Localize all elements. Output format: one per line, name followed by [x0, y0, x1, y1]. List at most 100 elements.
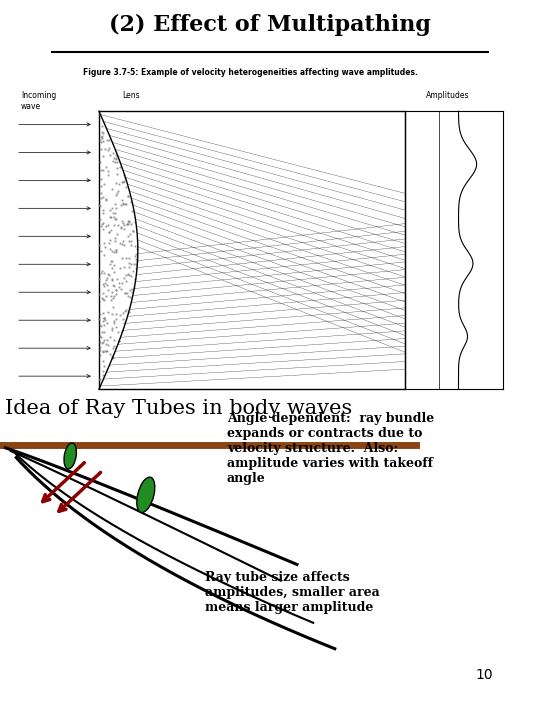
Point	[100, 249, 109, 261]
Point	[110, 211, 118, 222]
Point	[96, 213, 104, 225]
Point	[100, 320, 109, 331]
Point	[99, 294, 107, 305]
Point	[106, 290, 115, 302]
Point	[132, 258, 140, 270]
Point	[125, 216, 133, 228]
Point	[110, 340, 118, 351]
Point	[101, 274, 110, 286]
Point	[124, 215, 133, 226]
Point	[95, 289, 104, 300]
Point	[96, 200, 104, 212]
Point	[102, 161, 111, 173]
Point	[119, 169, 128, 181]
Point	[96, 319, 104, 330]
Point	[99, 294, 108, 305]
Point	[98, 120, 106, 132]
Point	[101, 143, 110, 154]
Point	[100, 335, 109, 346]
Point	[111, 214, 119, 225]
Point	[124, 215, 133, 227]
Point	[120, 306, 129, 318]
Text: Incoming
wave: Incoming wave	[21, 91, 56, 111]
Point	[128, 287, 137, 298]
Point	[122, 252, 131, 264]
Point	[124, 190, 132, 202]
Point	[122, 199, 130, 210]
Point	[106, 294, 115, 305]
Point	[99, 315, 108, 326]
Point	[130, 282, 138, 294]
Point	[116, 221, 125, 233]
Point	[97, 174, 105, 185]
Point	[118, 313, 127, 325]
Point	[109, 147, 118, 158]
Point	[96, 374, 104, 385]
Point	[101, 315, 110, 326]
Text: Angle dependent:  ray bundle
expands or contracts due to
velocity structure.  Al: Angle dependent: ray bundle expands or c…	[227, 412, 434, 485]
Point	[99, 287, 107, 299]
Point	[117, 199, 125, 210]
Point	[96, 131, 105, 143]
Point	[99, 207, 108, 219]
Point	[111, 214, 120, 225]
Ellipse shape	[137, 477, 155, 513]
Point	[107, 286, 116, 297]
Point	[116, 283, 125, 294]
Point	[125, 269, 133, 281]
Point	[106, 256, 115, 267]
Point	[127, 235, 136, 247]
Point	[99, 325, 108, 337]
Point	[118, 277, 126, 289]
Point	[97, 143, 105, 155]
Point	[129, 266, 137, 277]
Point	[98, 346, 107, 357]
Point	[112, 314, 121, 325]
Point	[124, 190, 132, 202]
Point	[106, 332, 114, 343]
Point	[125, 284, 134, 295]
Point	[119, 307, 127, 319]
Point	[110, 259, 118, 271]
Point	[115, 309, 124, 320]
Point	[108, 255, 117, 266]
Point	[98, 223, 107, 235]
Point	[102, 290, 111, 302]
Point	[100, 241, 109, 253]
Point	[100, 345, 109, 356]
Point	[112, 153, 120, 164]
Point	[123, 269, 132, 280]
Point	[123, 218, 132, 230]
Point	[121, 287, 130, 299]
Point	[107, 273, 116, 284]
Text: (2) Effect of Multipathing: (2) Effect of Multipathing	[109, 14, 431, 36]
Point	[113, 163, 122, 174]
Point	[99, 238, 108, 249]
Point	[114, 336, 123, 347]
Point	[131, 273, 139, 284]
Point	[112, 153, 120, 164]
Point	[95, 199, 104, 210]
Point	[131, 250, 140, 261]
Point	[104, 269, 112, 280]
Point	[96, 349, 104, 361]
Point	[108, 322, 117, 333]
Point	[100, 312, 109, 323]
Point	[107, 263, 116, 274]
Point	[118, 325, 126, 336]
Point	[102, 338, 111, 350]
Point	[98, 192, 107, 203]
Point	[102, 134, 111, 145]
Point	[114, 326, 123, 338]
Point	[112, 149, 120, 161]
Point	[123, 218, 132, 230]
Point	[114, 219, 123, 230]
Point	[97, 192, 105, 204]
Point	[107, 352, 116, 364]
Point	[112, 189, 121, 201]
Point	[119, 198, 127, 210]
Point	[113, 156, 122, 168]
Text: Ray tube size affects
amplitudes, smaller area
means larger amplitude: Ray tube size affects amplitudes, smalle…	[205, 571, 380, 614]
Point	[112, 284, 120, 296]
Point	[98, 218, 107, 230]
